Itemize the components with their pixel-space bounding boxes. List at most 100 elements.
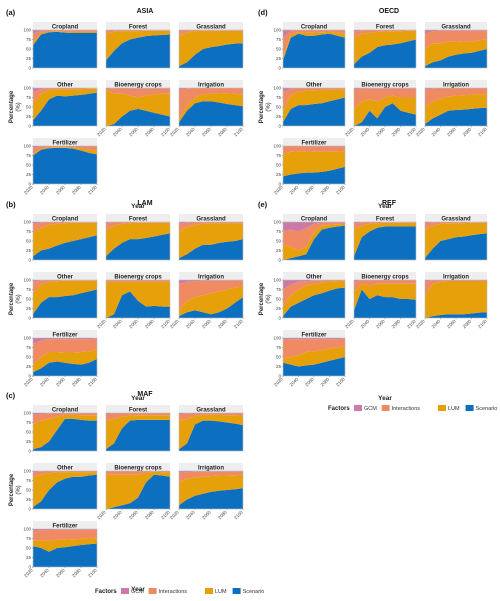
area-lum: [106, 30, 170, 61]
y-tick-label: 0: [278, 124, 281, 129]
y-tick-label: 75: [26, 37, 32, 42]
area-scenario: [179, 43, 243, 68]
x-tick-label: 2080: [144, 509, 155, 520]
plot-frame: [353, 221, 417, 261]
area-interactions: [33, 338, 97, 365]
area-scenario: [425, 233, 487, 260]
y-tick-label: 75: [26, 229, 32, 234]
area-interactions: [179, 30, 243, 36]
area-lum: [33, 349, 97, 373]
x-tick-label: 2020: [344, 126, 355, 137]
panel-label: (b): [6, 200, 16, 209]
area-lum: [425, 39, 487, 67]
y-tick-label: 25: [26, 172, 32, 177]
y-tick-label: 0: [278, 316, 281, 321]
y-tick-label: 25: [26, 555, 32, 560]
y-tick-label: 100: [23, 411, 31, 416]
y-tick-label: 100: [273, 278, 281, 283]
x-tick-label: 2060: [201, 126, 212, 137]
area-interactions: [33, 529, 97, 542]
facet-forest: Forest: [105, 22, 171, 69]
facet-title: Fertilizer: [301, 140, 327, 146]
legend-title: Factors: [95, 589, 117, 595]
area-scenario: [283, 33, 345, 68]
y-tick-label: 0: [28, 565, 31, 570]
panel-region-title: LAM: [137, 200, 152, 207]
y-tick-label: 25: [26, 114, 32, 119]
y-tick-label: 50: [26, 239, 32, 244]
y-tick-label: 25: [26, 306, 32, 311]
facet-forest: Forest: [353, 22, 417, 69]
area-scenario: [179, 101, 243, 126]
area-gcm: [33, 338, 97, 344]
area-scenario: [179, 297, 243, 318]
x-tick-label: 2080: [144, 318, 155, 329]
plot-frame: [424, 221, 488, 261]
x-tick-label: 2040: [112, 318, 123, 329]
y-tick-label: 25: [276, 306, 282, 311]
area-lum: [354, 222, 416, 257]
facet-title: Cropland: [301, 24, 328, 30]
legend-swatch-gcm: [121, 588, 129, 594]
x-tick-label: 2020: [169, 318, 180, 329]
area-gcm: [33, 529, 97, 531]
y-tick-label: 50: [276, 355, 282, 360]
facet-fertilizer: Fertilizer 0 25 50 75 100 2020 2040 2060 2080 2100: [273, 138, 346, 195]
area-interactions: [33, 30, 97, 43]
area-interactions: [33, 222, 97, 234]
panel-region-title: OECD: [379, 8, 399, 15]
y-axis-title: Percentage: [9, 473, 15, 506]
x-tick-label: 2100: [233, 126, 244, 137]
area-lum: [283, 89, 345, 123]
area-scenario: [354, 103, 416, 126]
x-tick-label: 2020: [96, 126, 107, 137]
facet-fertilizer: Fertilizer 0 25 50 75 100 2020 2040 2060 2080 2100: [273, 330, 346, 387]
plot-frame: [178, 412, 244, 452]
y-tick-label: 25: [26, 439, 32, 444]
y-tick-label: 75: [26, 420, 32, 425]
area-scenario: [33, 31, 97, 68]
legend-label-lum: LUM: [448, 406, 460, 412]
area-interactions: [179, 471, 243, 483]
x-tick-label: 2100: [87, 376, 98, 387]
facet-strip: [354, 22, 416, 30]
area-scenario: [425, 49, 487, 68]
x-tick-label: 2040: [289, 184, 300, 195]
y-tick-label: 0: [28, 449, 31, 454]
area-lum: [179, 30, 243, 67]
area-gcm: [33, 413, 97, 415]
area-lum: [106, 222, 170, 257]
area-scenario: [33, 418, 97, 451]
y-tick-label: 75: [276, 95, 282, 100]
area-interactions: [179, 88, 243, 119]
area-lum: [354, 95, 416, 126]
area-lum: [33, 280, 97, 315]
x-tick-label: 2100: [335, 184, 346, 195]
facet-strip: [283, 330, 345, 338]
facet-grassland: Grassland: [424, 22, 488, 69]
area-scenario: [425, 107, 487, 126]
area-scenario: [283, 357, 345, 376]
facet-fertilizer: Fertilizer 0 25 50 75 100 2020 2040 2060 2080 2100: [23, 138, 98, 195]
y-tick-label: 100: [273, 336, 281, 341]
area-interactions: [179, 280, 243, 311]
legend-label-interactions: Interactions: [392, 406, 421, 412]
legend-title: Factors: [328, 406, 350, 412]
facet-title: Other: [306, 82, 323, 88]
area-scenario: [354, 226, 416, 260]
x-tick-label: 2060: [128, 509, 139, 520]
x-tick-label: 2100: [160, 126, 171, 137]
y-tick-label: 50: [276, 105, 282, 110]
area-interactions: [106, 413, 170, 421]
area-lum: [179, 414, 243, 450]
area-gcm: [283, 280, 345, 290]
area-scenario: [283, 166, 345, 184]
facet-grassland: Grassland: [178, 22, 244, 69]
y-tick-label: 100: [273, 144, 281, 149]
area-interactions: [33, 471, 97, 477]
y-tick-label: 0: [28, 507, 31, 512]
y-tick-label: 100: [23, 220, 31, 225]
area-interactions: [425, 88, 487, 107]
area-gcm: [33, 30, 97, 34]
area-interactions: [354, 280, 416, 292]
